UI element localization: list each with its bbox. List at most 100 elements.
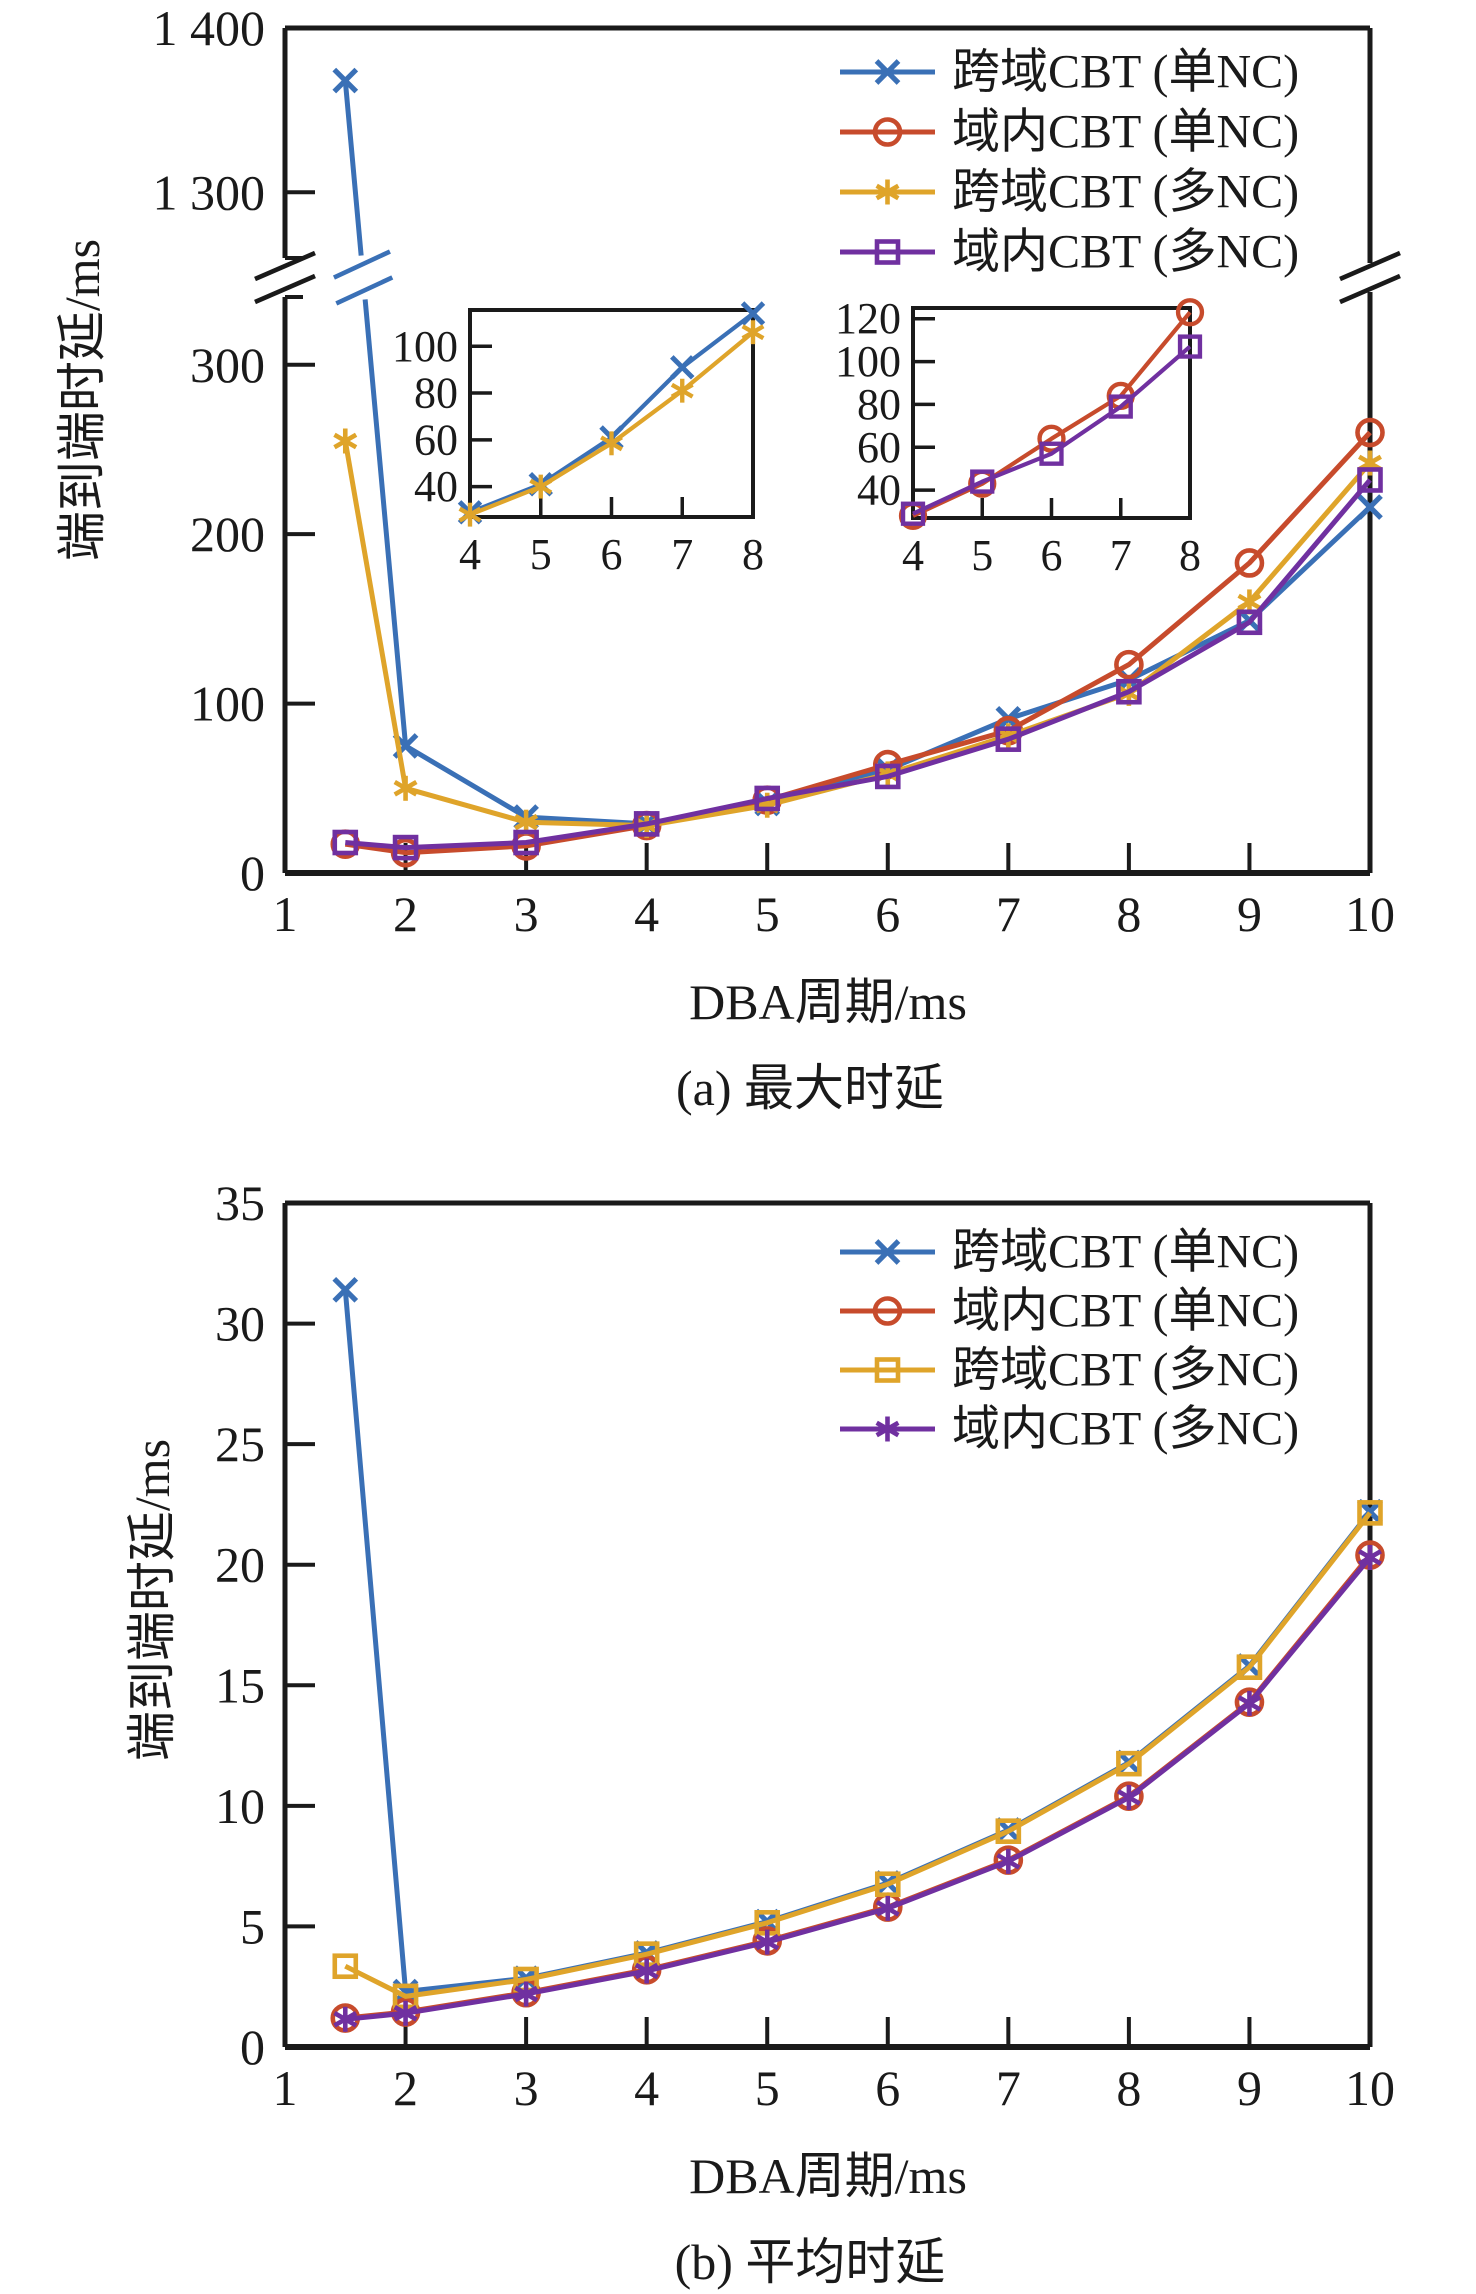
y-tick-label: 30 bbox=[215, 1296, 265, 1352]
square-shape bbox=[900, 501, 926, 526]
square-shape bbox=[1236, 609, 1263, 636]
square-marker bbox=[332, 1953, 359, 1980]
axis-break-slash bbox=[1339, 250, 1401, 282]
square-shape bbox=[513, 829, 539, 856]
asterisk-marker bbox=[600, 431, 623, 456]
x-marker bbox=[740, 301, 766, 326]
square-shape bbox=[392, 834, 419, 861]
inset-y-tick-label: 60 bbox=[857, 423, 901, 472]
line bbox=[996, 1853, 1021, 1870]
legend-label: 域内CBT (单NC) bbox=[952, 1285, 1299, 1338]
square-marker bbox=[1116, 1750, 1142, 1777]
x-tick-label: 7 bbox=[996, 2060, 1021, 2116]
inset-x-tick-label: 7 bbox=[671, 530, 693, 579]
inset-box bbox=[468, 308, 755, 519]
line bbox=[1357, 494, 1383, 520]
asterisk-marker bbox=[875, 179, 900, 205]
axis-break-slash bbox=[254, 273, 316, 305]
square-marker bbox=[995, 1818, 1022, 1844]
line bbox=[634, 1962, 659, 1980]
square-marker bbox=[332, 829, 359, 856]
y-tick-label: 200 bbox=[190, 506, 265, 562]
line bbox=[333, 2011, 358, 2028]
inset-series-line bbox=[912, 345, 1192, 516]
asterisk-marker bbox=[634, 1958, 659, 1984]
square-shape bbox=[1116, 1750, 1142, 1777]
legend-item: 跨域CBT (多NC) bbox=[840, 1344, 1299, 1397]
square-marker bbox=[874, 1357, 901, 1383]
line bbox=[393, 2004, 418, 2022]
asterisk-marker bbox=[529, 474, 553, 499]
x-marker bbox=[670, 355, 695, 380]
line bbox=[332, 67, 359, 94]
square-marker bbox=[1177, 334, 1203, 359]
x-tick-label: 1 bbox=[273, 2060, 298, 2116]
square-shape bbox=[995, 1818, 1022, 1844]
y-tick-label: 15 bbox=[215, 1657, 265, 1713]
legend-item: 域内CBT (单NC) bbox=[840, 1285, 1299, 1338]
line bbox=[1237, 593, 1262, 611]
asterisk-marker bbox=[1237, 1690, 1262, 1716]
circle-shape bbox=[1037, 424, 1066, 453]
circle-shape bbox=[1114, 649, 1144, 680]
asterisk-marker bbox=[393, 775, 418, 801]
inset-x-tick-label: 7 bbox=[1110, 531, 1132, 580]
inset-x-tick-label: 5 bbox=[530, 530, 552, 579]
x-tick-label: 10 bbox=[1345, 2060, 1395, 2116]
line bbox=[1358, 1549, 1382, 1566]
legend-item: 跨域CBT (单NC) bbox=[840, 1226, 1299, 1279]
line bbox=[458, 506, 482, 523]
circle-marker bbox=[872, 1296, 903, 1326]
x-tick-label: 2 bbox=[393, 2060, 418, 2116]
inset-x-tick-label: 4 bbox=[902, 531, 924, 580]
circle-marker bbox=[1234, 548, 1265, 578]
square-marker bbox=[1357, 467, 1383, 493]
square-shape bbox=[1116, 678, 1142, 705]
inset-series-line bbox=[469, 330, 755, 517]
line bbox=[740, 301, 766, 326]
series-line bbox=[345, 1555, 1372, 2022]
x-tick-label: 3 bbox=[514, 2060, 539, 2116]
square-shape bbox=[633, 811, 660, 837]
square-marker bbox=[874, 239, 901, 265]
chart-a-caption: (a) 最大时延 bbox=[676, 1060, 944, 1116]
square-shape bbox=[874, 239, 901, 265]
y-tick-label: 100 bbox=[190, 676, 265, 732]
x-tick-label: 9 bbox=[1237, 2060, 1262, 2116]
series-line bbox=[345, 478, 1372, 851]
line bbox=[514, 813, 539, 831]
square-shape bbox=[1236, 1654, 1263, 1680]
legend-item: 跨域CBT (多NC) bbox=[840, 166, 1299, 219]
line bbox=[333, 432, 358, 450]
chart-b: 0 5 10 15 20 25 30 35 1 2 3 4 5 6 7 8 9 10 跨域CBT (单NC) 域内CB… bbox=[215, 1175, 1395, 2116]
asterisk-marker bbox=[670, 378, 694, 403]
circle-marker bbox=[1114, 649, 1144, 680]
x-tick-label: 9 bbox=[1237, 886, 1262, 942]
series-line bbox=[344, 1511, 1372, 1999]
inset-x-tick-label: 5 bbox=[971, 531, 993, 580]
legend-label: 跨域CBT (多NC) bbox=[952, 166, 1299, 219]
square-marker bbox=[900, 501, 926, 526]
asterisk-marker bbox=[1116, 1784, 1141, 1810]
y-tick-label: 0 bbox=[240, 845, 265, 901]
series-跨域CBT (多NC) bbox=[332, 1500, 1383, 2010]
circle-marker bbox=[1037, 424, 1066, 453]
line bbox=[1237, 1695, 1262, 1712]
square-marker bbox=[754, 785, 781, 812]
y-tick-label: 25 bbox=[215, 1416, 265, 1472]
square-marker bbox=[874, 763, 901, 790]
legend-item: 跨域CBT (单NC) bbox=[840, 46, 1299, 99]
y-tick-label: 1 400 bbox=[153, 0, 266, 56]
inset-y-tick-label: 80 bbox=[857, 380, 901, 429]
series-域内CBT (单NC) bbox=[330, 1540, 1385, 2033]
square-marker bbox=[633, 811, 660, 837]
asterisk-marker bbox=[333, 428, 358, 454]
legend-label: 跨域CBT (单NC) bbox=[952, 1226, 1299, 1279]
legend-item: 域内CBT (多NC) bbox=[840, 1403, 1299, 1456]
circle-shape bbox=[1175, 298, 1205, 327]
inset-x-tick-label: 8 bbox=[1179, 531, 1201, 580]
inset-series-line bbox=[912, 310, 1192, 518]
inset-x-tick-label: 6 bbox=[601, 530, 623, 579]
